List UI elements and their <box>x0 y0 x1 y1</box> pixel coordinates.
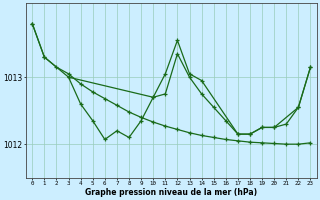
X-axis label: Graphe pression niveau de la mer (hPa): Graphe pression niveau de la mer (hPa) <box>85 188 257 197</box>
